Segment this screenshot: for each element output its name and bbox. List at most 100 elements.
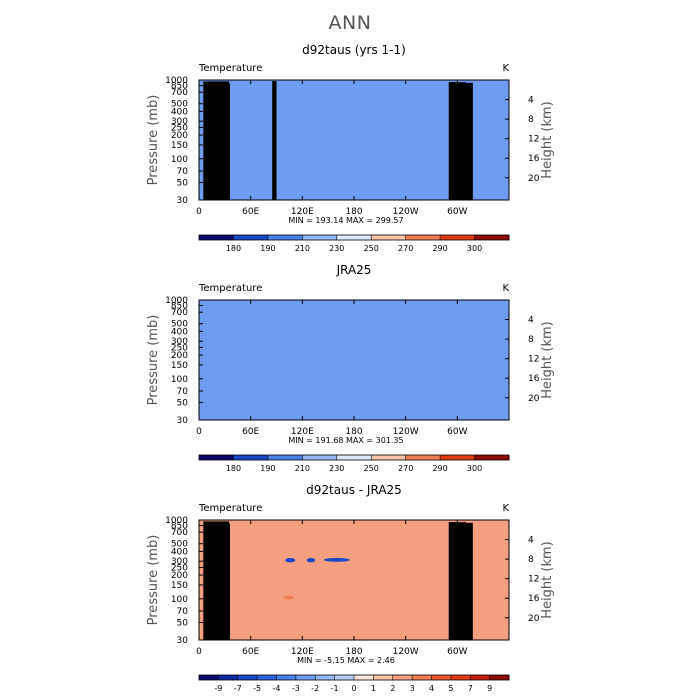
y-tick-label: 200: [171, 131, 188, 141]
colorbar-label: -7: [234, 684, 242, 693]
x-tick-label: 60W: [447, 647, 467, 657]
colorbar-label: -5: [253, 684, 261, 693]
colorbar-label: 290: [432, 464, 447, 473]
stats-text: MIN = -5.15 MAX = 2.46: [297, 656, 395, 665]
contour-blob: [306, 557, 316, 563]
y-tick-label: 150: [171, 581, 188, 591]
units-label: K: [502, 63, 509, 74]
x-tick-label: 0: [196, 207, 202, 217]
colorbar-swatch: [267, 455, 303, 460]
colorbar-swatch: [218, 675, 239, 680]
colorbar-label: -2: [311, 684, 319, 693]
stats-text: MIN = 191.68 MAX = 301.35: [288, 436, 403, 445]
colorbar-swatch: [431, 675, 452, 680]
colorbar-label: -1: [331, 684, 339, 693]
colorbar-swatch: [474, 455, 510, 460]
y-tick-label: 70: [177, 607, 189, 617]
y-tick-label: 70: [177, 387, 189, 397]
y2-tick-label: 16: [528, 594, 540, 604]
y-tick-label: 1000: [165, 296, 188, 306]
colorbar-label: 3: [410, 684, 415, 693]
y-tick-label: 250: [171, 123, 188, 133]
colorbar-swatch: [257, 675, 277, 680]
x-tick-label: 120E: [291, 427, 314, 437]
colorbar-swatch: [354, 675, 374, 680]
y-tick-label: 500: [171, 320, 188, 330]
colorbar-label: 180: [226, 244, 241, 253]
x-tick-label: 180: [345, 647, 362, 657]
colorbar-swatch: [450, 675, 471, 680]
x-tick-label: 120W: [393, 207, 419, 217]
colorbar-label: 230: [329, 244, 344, 253]
y2-axis-label: Height (km): [540, 541, 555, 618]
x-tick-label: 120W: [393, 647, 419, 657]
topography-mask: [448, 522, 466, 640]
contour-blob: [323, 557, 350, 562]
y-tick-label: 70: [177, 167, 189, 177]
colorbar-swatch: [237, 675, 258, 680]
topography-mask: [465, 522, 473, 640]
colorbar-label: -9: [214, 684, 222, 693]
x-tick-label: 60W: [447, 427, 467, 437]
x-tick-label: 60E: [242, 647, 259, 657]
variable-label: Temperature: [198, 63, 262, 74]
colorbar-swatch: [336, 455, 372, 460]
units-label: K: [502, 283, 509, 294]
y-tick-label: 150: [171, 361, 188, 371]
y-tick-label: 250: [171, 343, 188, 353]
colorbar-swatch: [276, 675, 297, 680]
y-tick-label: 300: [171, 337, 188, 347]
colorbar-swatch: [371, 455, 407, 460]
y2-axis-label: Height (km): [540, 321, 555, 398]
y-tick-label: 30: [177, 196, 189, 206]
y-tick-label: 200: [171, 351, 188, 361]
colorbar-swatch: [470, 675, 491, 680]
topography-mask: [272, 81, 277, 200]
x-tick-label: 60E: [242, 427, 259, 437]
colorbar-swatch: [489, 675, 510, 680]
colorbar-swatch: [373, 675, 394, 680]
colorbar-swatch: [315, 675, 336, 680]
y-tick-label: 200: [171, 571, 188, 581]
y-tick-label: 700: [171, 308, 188, 318]
contour-blob: [283, 595, 294, 600]
colorbar-swatch: [199, 675, 219, 680]
y-tick-label: 500: [171, 100, 188, 110]
y2-tick-label: 8: [528, 555, 534, 565]
y-tick-label: 400: [171, 107, 188, 117]
x-tick-label: 0: [196, 427, 202, 437]
y-tick-label: 850: [171, 302, 188, 312]
colorbar-swatch: [405, 235, 441, 240]
stats-text: MIN = 193.14 MAX = 299.57: [288, 216, 403, 225]
colorbar-swatch: [302, 235, 338, 240]
y-tick-label: 100: [171, 595, 188, 605]
x-tick-label: 120W: [393, 427, 419, 437]
y-axis-label: Pressure (mb): [146, 315, 161, 406]
y2-tick-label: 16: [528, 154, 540, 164]
y2-tick-label: 12: [528, 135, 539, 145]
y-tick-label: 30: [177, 416, 189, 426]
colorbar-label: 230: [329, 464, 344, 473]
colorbar-label: 180: [226, 464, 241, 473]
panel-title: d92taus (yrs 1-1): [302, 43, 406, 57]
contour-blob: [285, 557, 296, 563]
colorbar-swatch: [233, 455, 269, 460]
y2-axis-label: Height (km): [540, 101, 555, 178]
colorbar-swatch: [334, 675, 355, 680]
colorbar-label: 1: [371, 684, 376, 693]
colorbar-swatch: [295, 675, 316, 680]
y-tick-label: 50: [177, 179, 189, 189]
colorbar-label: 210: [295, 464, 310, 473]
y-tick-label: 300: [171, 557, 188, 567]
y2-tick-label: 12: [528, 355, 539, 365]
colorbar-swatch: [267, 235, 303, 240]
colorbar-label: 190: [260, 464, 275, 473]
colorbar-label: -3: [292, 684, 300, 693]
colorbar-swatch: [440, 455, 475, 460]
y-tick-label: 400: [171, 327, 188, 337]
y-tick-label: 1000: [165, 76, 188, 86]
colorbar-label: 4: [429, 684, 434, 693]
colorbar-label: 190: [260, 244, 275, 253]
